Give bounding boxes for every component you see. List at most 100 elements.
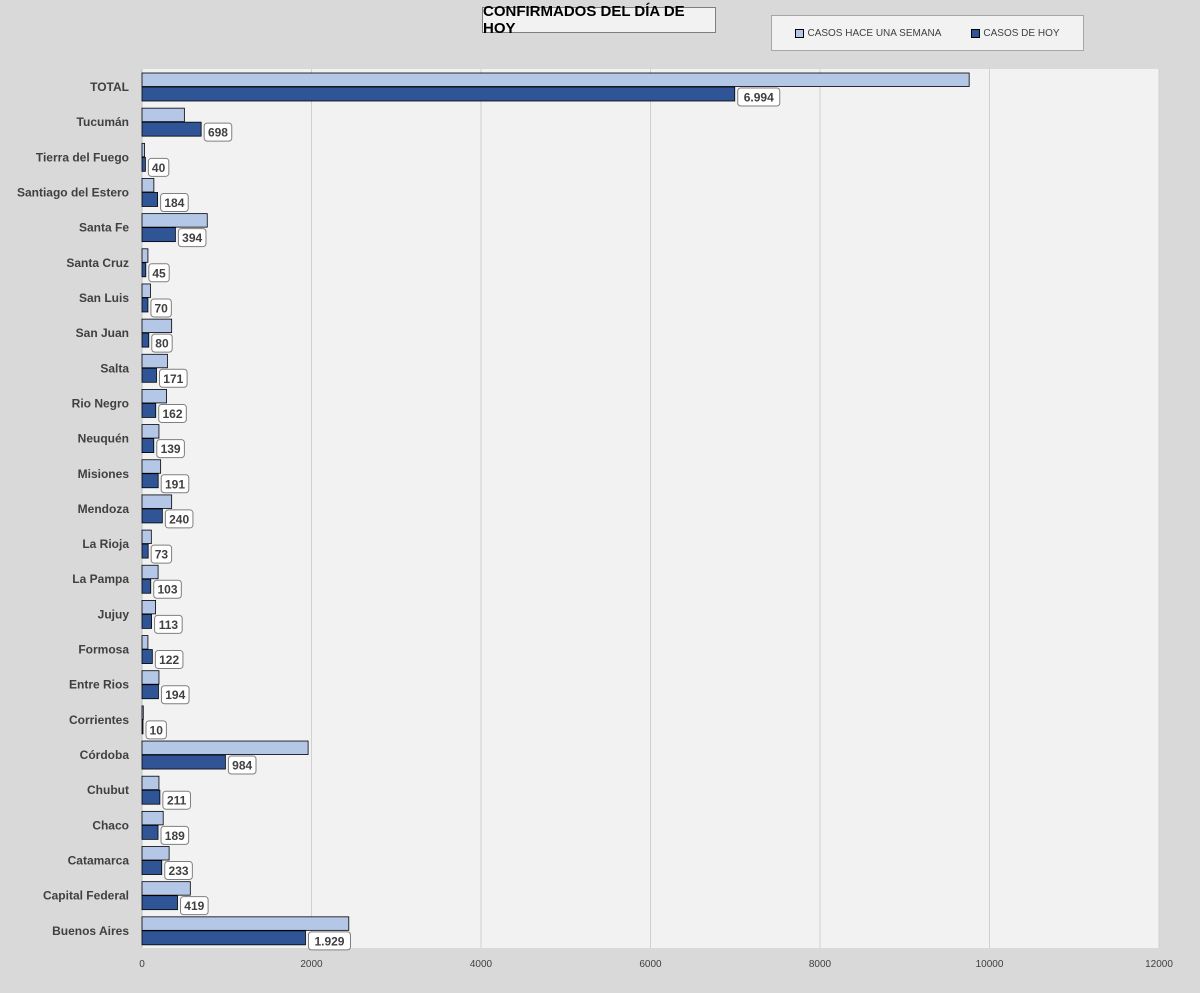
- data-label-box: [164, 861, 193, 881]
- data-label: 698: [208, 126, 228, 140]
- data-label: 394: [182, 231, 202, 245]
- x-tick-label: 6000: [639, 959, 662, 970]
- bar-last-week: [141, 318, 173, 334]
- bar-today: [141, 227, 176, 243]
- data-label: 70: [154, 301, 168, 315]
- category-label: Entre Rios: [69, 678, 129, 692]
- category-label: Santa Fe: [79, 221, 129, 235]
- bar-last-week: [141, 529, 152, 544]
- data-label: 139: [161, 442, 181, 456]
- category-label: San Luis: [79, 291, 129, 305]
- bar-last-week: [141, 775, 160, 791]
- data-label-box: [160, 685, 190, 705]
- category-label: San Juan: [76, 326, 129, 340]
- bar-last-week: [141, 670, 160, 685]
- chart-title: CONFIRMADOS DEL DÍA DE HOY: [482, 3, 716, 37]
- bar-today: [141, 789, 161, 805]
- bar-today: [141, 930, 306, 946]
- category-label: Capital Federal: [43, 889, 129, 903]
- data-label-box: [156, 439, 185, 459]
- bar-last-week: [141, 494, 173, 509]
- data-label: 162: [163, 407, 183, 421]
- data-label-box: [180, 896, 209, 916]
- bar-today: [141, 297, 149, 313]
- bar-last-week: [141, 424, 160, 439]
- category-label: Tierra del Fuego: [36, 150, 129, 164]
- bar-last-week: [141, 142, 145, 158]
- legend-swatch-today: [971, 28, 981, 38]
- data-label-box: [307, 931, 351, 951]
- category-label: Neuquén: [78, 432, 129, 446]
- data-label-box: [151, 333, 173, 353]
- category-label: Catamarca: [68, 854, 130, 868]
- bar-today: [141, 895, 178, 911]
- data-label-box: [203, 122, 233, 142]
- legend-label-last-week: CASOS HACE UNA SEMANA: [807, 27, 942, 39]
- category-label: Salta: [100, 361, 129, 375]
- data-label-box: [154, 614, 183, 634]
- data-label: 184: [164, 196, 184, 210]
- data-label-box: [154, 650, 184, 670]
- data-label: 45: [152, 266, 166, 280]
- data-label-box: [148, 263, 170, 283]
- data-label-box: [158, 368, 188, 388]
- data-label: 80: [155, 337, 169, 351]
- data-label: 191: [165, 477, 185, 491]
- bar-today: [141, 403, 157, 418]
- data-label-box: [150, 544, 173, 564]
- category-label: Formosa: [78, 643, 129, 657]
- data-label-box: [227, 755, 257, 775]
- category-label: Buenos Aires: [52, 924, 129, 938]
- bar-today: [141, 684, 159, 700]
- legend-item-last-week: CASOS HACE UNA SEMANA: [795, 28, 941, 39]
- x-tick-label: 8000: [809, 959, 832, 970]
- category-label: Rio Negro: [72, 396, 129, 410]
- bar-last-week: [141, 810, 164, 826]
- data-label: 10: [150, 723, 164, 737]
- bar-last-week: [141, 705, 144, 720]
- bar-today: [141, 508, 163, 524]
- bar-last-week: [141, 635, 149, 650]
- category-label: La Pampa: [72, 572, 129, 586]
- bar-last-week: [141, 107, 185, 123]
- bar-last-week: [141, 353, 168, 369]
- data-label: 122: [159, 653, 179, 667]
- bar-today: [141, 649, 153, 664]
- data-label-box: [150, 298, 172, 318]
- legend: CASOS HACE UNA SEMANA CASOS DE HOY: [771, 15, 1084, 51]
- data-label-box: [164, 509, 194, 529]
- bar-last-week: [141, 564, 159, 580]
- data-label: 419: [184, 899, 204, 913]
- data-label: 1.929: [314, 934, 344, 948]
- x-tick-label: 0: [139, 959, 145, 970]
- data-label-box: [145, 720, 167, 740]
- bar-today: [141, 121, 202, 137]
- bar-last-week: [141, 459, 162, 474]
- bar-last-week: [141, 72, 970, 87]
- bar-today: [141, 614, 152, 629]
- legend-item-today: CASOS DE HOY: [971, 27, 1060, 39]
- bar-last-week: [141, 600, 156, 615]
- legend-label-today: CASOS DE HOY: [983, 27, 1060, 39]
- bar-today: [141, 578, 152, 594]
- category-label: Santa Cruz: [66, 256, 129, 270]
- bar-today: [141, 192, 158, 207]
- data-label: 233: [169, 864, 189, 878]
- bar-last-week: [141, 881, 191, 896]
- data-label-box: [160, 192, 189, 212]
- data-label-box: [160, 474, 190, 494]
- data-label: 40: [152, 161, 166, 175]
- category-label: Mendoza: [78, 502, 130, 516]
- bar-last-week: [141, 248, 149, 263]
- bar-today: [141, 543, 149, 559]
- category-label: Tucumán: [77, 115, 129, 129]
- bar-today: [141, 86, 736, 102]
- data-label-box: [160, 825, 190, 845]
- bar-today: [141, 860, 163, 875]
- x-tick-label: 4000: [470, 959, 493, 970]
- category-label: Chaco: [92, 818, 129, 832]
- bar-today: [141, 367, 157, 383]
- bar-last-week: [141, 213, 208, 228]
- bar-today: [141, 438, 155, 454]
